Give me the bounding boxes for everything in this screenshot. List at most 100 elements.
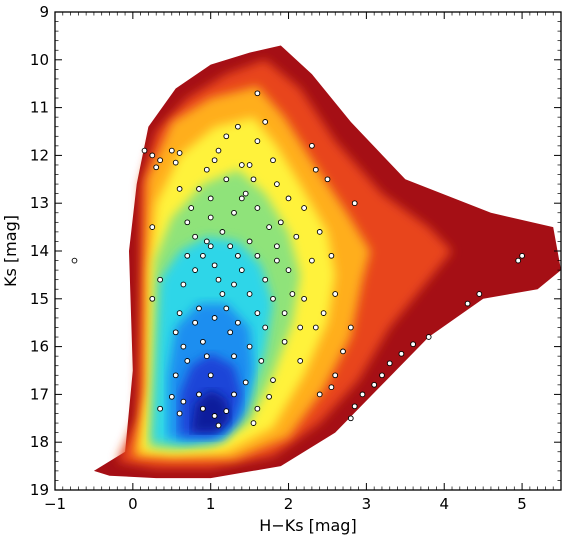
data-point <box>297 324 304 331</box>
data-point <box>227 243 234 250</box>
data-point <box>172 159 179 166</box>
x-tick-label: 4 <box>439 495 449 513</box>
y-axis-label: Ks [mag] <box>1 215 20 287</box>
x-tick-label: 0 <box>128 495 138 513</box>
data-point <box>180 343 187 350</box>
data-point <box>285 267 292 273</box>
data-point <box>371 381 378 388</box>
data-point <box>196 391 202 398</box>
data-point <box>246 291 253 297</box>
data-point <box>351 200 358 207</box>
data-point <box>203 166 210 173</box>
data-point <box>235 252 241 259</box>
data-point <box>231 353 237 360</box>
x-axis-label: H−Ks [mag] <box>259 516 356 535</box>
y-tick-label: 12 <box>30 146 49 164</box>
data-point <box>270 157 276 164</box>
data-point <box>254 252 261 259</box>
data-point <box>246 238 253 245</box>
data-point <box>297 358 304 364</box>
data-point <box>192 233 198 240</box>
data-point <box>207 195 214 202</box>
data-point <box>262 119 269 125</box>
data-point <box>231 391 237 398</box>
data-point <box>192 319 198 326</box>
data-point <box>200 405 206 412</box>
data-point <box>266 224 272 230</box>
data-point <box>153 164 160 171</box>
data-point <box>141 147 148 154</box>
data-point <box>281 338 288 345</box>
data-point <box>254 90 261 97</box>
x-tick-label: 3 <box>362 495 372 513</box>
data-point <box>515 257 522 264</box>
data-point <box>340 348 346 355</box>
data-point <box>328 384 335 391</box>
data-point <box>316 391 323 398</box>
data-point <box>149 224 156 230</box>
x-tick-label: 1 <box>206 495 216 513</box>
data-point <box>211 413 218 419</box>
data-point <box>309 257 315 264</box>
data-point <box>238 267 245 273</box>
data-point <box>231 209 237 216</box>
data-point <box>176 310 183 316</box>
data-point <box>149 295 156 302</box>
data-point <box>398 350 405 357</box>
data-point <box>254 138 261 144</box>
y-tick-label: 11 <box>30 99 49 117</box>
x-axis-ticks: −1 0 1 2 3 4 5 <box>44 12 562 513</box>
data-point <box>242 379 249 386</box>
data-point <box>211 157 218 164</box>
data-point <box>301 295 307 302</box>
data-point <box>211 262 218 269</box>
data-point <box>254 205 261 211</box>
data-point <box>180 398 187 405</box>
data-point <box>262 324 269 331</box>
data-point <box>180 281 187 288</box>
data-point <box>274 243 280 250</box>
y-tick-label: 15 <box>30 290 49 308</box>
data-point <box>309 142 315 149</box>
data-point <box>281 310 288 316</box>
data-point <box>254 405 261 412</box>
data-point <box>235 319 241 326</box>
data-point <box>223 305 230 312</box>
data-point <box>328 252 335 259</box>
data-point <box>157 276 163 283</box>
data-point <box>71 257 78 264</box>
data-point <box>207 243 214 250</box>
data-point <box>196 305 202 312</box>
data-point <box>215 147 222 154</box>
density-layer-peak <box>191 389 231 433</box>
data-point <box>227 329 234 336</box>
data-point <box>238 195 245 202</box>
data-point <box>285 195 292 202</box>
data-point <box>410 341 416 348</box>
y-tick-label: 10 <box>30 51 49 69</box>
y-tick-label: 16 <box>30 338 49 356</box>
data-point <box>157 405 163 412</box>
data-point <box>316 229 323 235</box>
data-point <box>184 252 191 259</box>
x-tick-label: −1 <box>44 495 66 513</box>
data-point <box>266 393 272 400</box>
data-point <box>250 176 257 183</box>
data-point <box>172 329 179 336</box>
data-point <box>246 162 253 168</box>
data-point <box>258 358 265 364</box>
data-point <box>219 229 226 235</box>
data-point <box>320 310 327 316</box>
data-point <box>196 186 202 192</box>
y-tick-label: 17 <box>30 385 49 403</box>
data-point <box>188 205 195 211</box>
data-point <box>270 295 276 302</box>
data-point <box>176 410 183 417</box>
data-point <box>203 353 210 360</box>
y-tick-label: 18 <box>30 433 49 451</box>
y-axis-ticks: 9 10 11 12 13 14 15 16 17 18 19 <box>30 3 561 499</box>
data-point <box>235 123 241 130</box>
marker-points <box>71 90 525 429</box>
data-point <box>246 343 253 350</box>
data-point <box>184 219 191 226</box>
